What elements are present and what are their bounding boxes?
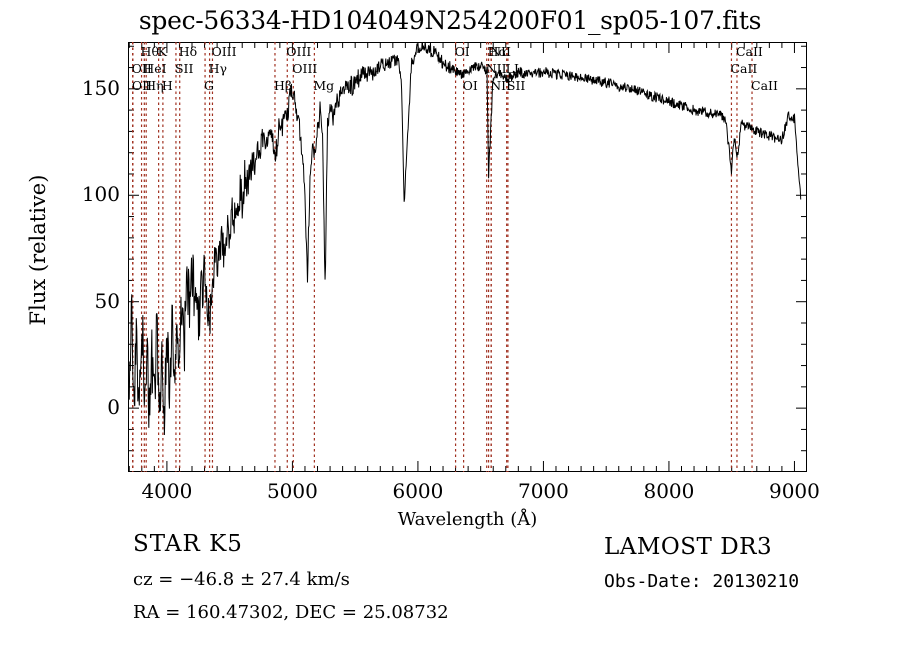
line-marker-label: Mg [313, 78, 335, 93]
x-tick-label: 5000 [266, 479, 318, 503]
x-axis-label: Wavelength (Å) [397, 509, 538, 530]
object-classification: STAR K5 [133, 531, 243, 557]
y-tick-label: 100 [81, 182, 120, 207]
line-marker-label: NII [490, 44, 511, 59]
line-marker-label: Hη [145, 78, 164, 93]
x-tick-label: 6000 [392, 479, 444, 503]
line-marker-label: CaII [751, 78, 778, 93]
line-marker-label: OIII [286, 44, 312, 59]
line-marker-label: SII [506, 78, 526, 93]
line-marker-label: OIII [292, 61, 318, 76]
survey-name: LAMOST DR3 [604, 534, 773, 560]
x-tick-label: 7000 [517, 479, 569, 503]
page-title: spec-56334-HD104049N254200F01_sp05-107.f… [138, 6, 762, 35]
observation-date: Obs-Date: 20130210 [604, 571, 800, 592]
line-marker-label: SII [174, 61, 194, 76]
line-marker-label: OII [131, 78, 153, 93]
line-marker-label: NII [485, 61, 507, 76]
line-marker-label: HeI [143, 61, 167, 76]
coordinates: RA = 160.47302, DEC = 25.08732 [133, 602, 449, 623]
line-marker-label: Hθ [140, 44, 159, 59]
line-marker-label: Hβ [273, 78, 293, 93]
y-axis-label: Flux (relative) [26, 174, 50, 326]
line-marker-label: CaII [730, 61, 758, 76]
line-marker-label: OI [454, 44, 470, 59]
x-tick-label: 8000 [643, 479, 695, 503]
line-marker-label: NII [490, 78, 512, 93]
line-marker-label: K [157, 44, 167, 59]
y-tick-label: 50 [94, 288, 120, 313]
line-marker-label: Hα [487, 44, 507, 59]
spectrum-canvas [128, 42, 807, 472]
line-marker-label: OI [462, 78, 478, 93]
line-marker-label: OII [131, 61, 152, 76]
y-tick-label: 0 [107, 395, 120, 420]
line-marker-label: Hδ [178, 44, 198, 59]
x-tick-label: 4000 [141, 479, 193, 503]
line-marker-label: OIII [211, 44, 237, 59]
line-marker-label: G [204, 78, 215, 93]
redshift-velocity: cz = −46.8 ± 27.4 km/s [133, 569, 350, 590]
y-tick-label: 150 [81, 75, 120, 100]
line-marker-label: Hγ [208, 61, 227, 76]
plot-frame [128, 42, 807, 472]
line-marker-label: CaII [735, 44, 763, 59]
x-tick-label: 9000 [768, 479, 820, 503]
line-marker-label: H [161, 78, 173, 93]
line-marker-label: LI [505, 61, 519, 76]
